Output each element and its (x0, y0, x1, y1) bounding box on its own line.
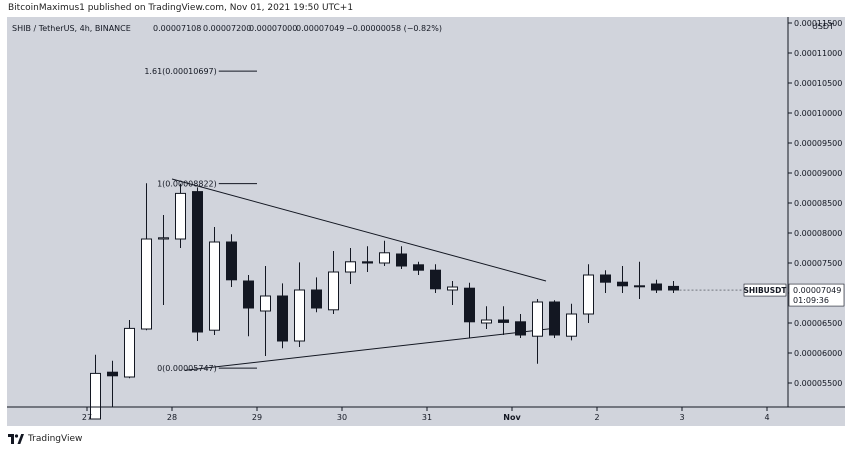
candlestick-chart[interactable]: 1.61(0.00010697) 1(0.00008822) 0(0.0000574… (7, 17, 845, 426)
bear-candle (515, 321, 526, 336)
footer[interactable]: TradingView (8, 432, 82, 446)
legend-change: −0.00000058 (−0.82%) (346, 24, 442, 33)
bar-countdown-label: 01:09:36 (793, 296, 829, 305)
bull-candle (566, 313, 577, 337)
time-tick-label: 4 (764, 413, 769, 422)
fib-layer: 1.61(0.00010697) 1(0.00008822) 0(0.0000574… (144, 67, 257, 373)
chart-area[interactable]: 1.61(0.00010697) 1(0.00008822) 0(0.0000574… (7, 17, 845, 426)
price-tick-label: 0.00010000 (794, 109, 842, 118)
header-bar: BitcoinMaximus1 published on TradingView… (0, 0, 850, 17)
price-tick-label: 0.00009000 (794, 169, 842, 178)
bull-candle (634, 285, 645, 288)
bull-candle (481, 319, 492, 324)
bear-candle (668, 285, 679, 291)
publish-line: BitcoinMaximus1 published on TradingView… (8, 3, 354, 13)
price-tick-label: 0.00011500 (794, 19, 842, 28)
price-tick-label: 0.00008500 (794, 199, 842, 208)
bear-candle (651, 283, 662, 291)
legend-open: 0.00007108 (153, 24, 201, 33)
price-tick-label: 0.00007500 (794, 259, 842, 268)
time-tick-label: 31 (422, 413, 432, 422)
price-tick-label: 0.00011000 (794, 49, 842, 58)
legend-high: 0.00007200 (203, 24, 251, 33)
time-tick-label: 3 (679, 413, 684, 422)
bear-candle (226, 241, 237, 281)
bull-candle (532, 301, 543, 337)
time-tick-label: 30 (337, 413, 347, 422)
bull-candle (158, 237, 169, 240)
bull-candle (175, 192, 186, 240)
bear-candle (413, 264, 424, 271)
tradingview-logo-icon (8, 434, 24, 444)
last-price-box (788, 283, 845, 307)
bear-candle (311, 289, 322, 309)
legend-close: 0.00007049 (296, 24, 344, 33)
price-tick-label: 0.00006500 (794, 319, 842, 328)
bull-candle (90, 372, 101, 420)
bull-candle (124, 327, 135, 378)
triangle-trendline[interactable] (171, 178, 547, 282)
time-tick-label: Nov (503, 413, 521, 422)
price-tick-label: 0.00010500 (794, 79, 842, 88)
symbol-tag-box (743, 283, 787, 297)
bull-candle (294, 289, 305, 342)
legend: SHIB / TetherUS, 4h, BINANCE 0.00007108 0.… (12, 24, 442, 33)
time-tick-label: 2 (594, 413, 599, 422)
bull-candle (328, 271, 339, 311)
bear-candle (464, 287, 475, 323)
candle-layer (90, 183, 679, 420)
bear-candle (549, 301, 560, 336)
bear-candle (498, 319, 509, 323)
last-price-label: 0.00007049 (793, 286, 841, 295)
symbol-tag: SHIBUSDT (743, 286, 787, 295)
legend-low: 0.00007000 (249, 24, 297, 33)
bear-candle (107, 371, 118, 377)
legend-symbol: SHIB / TetherUS, 4h, BINANCE (12, 24, 131, 33)
trend-layer (171, 178, 559, 371)
bear-candle (192, 191, 203, 333)
price-tick-label: 0.00008000 (794, 229, 842, 238)
bear-candle (600, 274, 611, 283)
time-tick-label: 29 (252, 413, 262, 422)
time-tick-label: 27 (82, 413, 92, 422)
bear-candle (243, 280, 254, 309)
bear-candle (430, 269, 441, 290)
bull-candle (379, 252, 390, 264)
time-tick-label: 28 (167, 413, 177, 422)
bear-candle (362, 261, 373, 264)
currency-label: USDT (812, 22, 834, 31)
bull-candle (447, 286, 458, 291)
price-tick-label: 0.00006000 (794, 349, 842, 358)
price-tick-label: 0.00005500 (794, 379, 842, 388)
bear-candle (396, 253, 407, 267)
bull-candle (260, 295, 271, 312)
bear-candle (277, 295, 288, 342)
axis-layer: 0.00011500 0.00011000 0.00010500 0.00010000… (7, 17, 845, 422)
fib-level-label: 1.61(0.00010697) (144, 67, 216, 76)
footer-brand: TradingView (28, 434, 83, 444)
fib-level-label: 0(0.00005747) (157, 364, 217, 373)
price-tick-label: 0.00009500 (794, 139, 842, 148)
bull-candle (141, 238, 152, 330)
bull-candle (345, 261, 356, 273)
fib-level-label: 1(0.00008822) (157, 180, 217, 189)
bull-candle (209, 241, 220, 331)
bull-candle (583, 274, 594, 315)
bear-candle (617, 281, 628, 287)
triangle-trendline[interactable] (184, 327, 559, 371)
